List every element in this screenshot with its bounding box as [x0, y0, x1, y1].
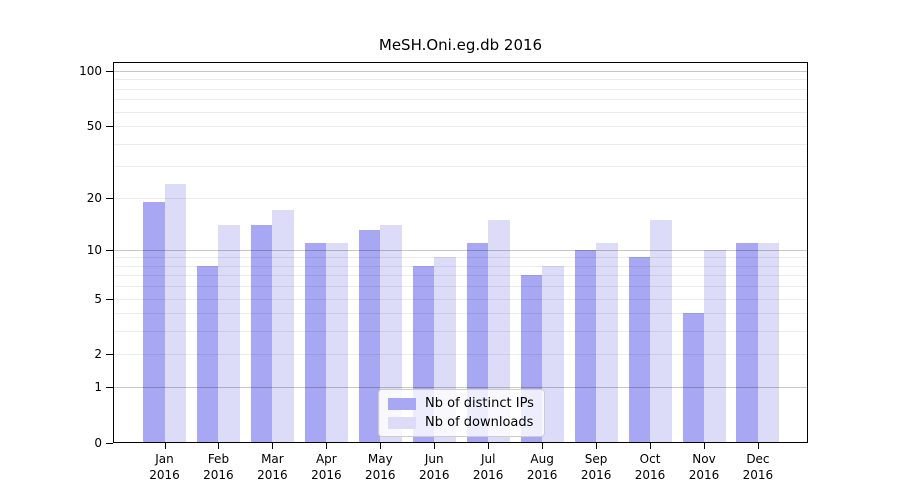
x-tick-label-jul: Jul 2016: [472, 452, 504, 482]
x-tick-may: [380, 443, 382, 449]
gridline-minor-9: [114, 257, 807, 259]
x-tick-nov: [704, 443, 705, 449]
x-tick-jan: [164, 443, 166, 449]
y-tick-label-10: 10: [86, 242, 102, 257]
legend-swatch-distinct-ips: [388, 397, 416, 410]
bar-downloads-may: [380, 224, 402, 443]
x-tick-label-nov: Nov 2016: [688, 452, 720, 482]
gridline-minor-5: [114, 298, 807, 300]
y-tick-50: [106, 126, 113, 128]
gridline-minor-80: [114, 88, 807, 90]
gridline-minor-6: [114, 286, 807, 288]
bar-distinct-ips-oct: [628, 257, 651, 443]
gridline-minor-70: [114, 99, 807, 101]
plot-area-border: [113, 62, 808, 443]
x-tick-oct: [650, 443, 652, 449]
y-tick-2: [106, 354, 113, 356]
legend-item-distinct-ips: Nb of distinct IPs: [388, 396, 535, 411]
y-tick-label-0: 0: [94, 436, 102, 450]
bar-distinct-ips-apr: [304, 242, 327, 443]
gridline-minor-60: [114, 111, 807, 113]
bar-distinct-ips-mar: [250, 224, 273, 443]
x-tick-label-sep: Sep 2016: [580, 452, 612, 482]
x-tick-dec: [757, 443, 759, 449]
gridline-minor-7: [114, 275, 807, 277]
gridline-minor-30: [114, 166, 807, 168]
y-tick-100: [106, 71, 113, 73]
legend-label-downloads: Nb of downloads: [425, 415, 534, 430]
x-tick-sep: [596, 443, 598, 449]
y-tick-label-5: 5: [94, 291, 102, 306]
bar-downloads-jan: [164, 183, 186, 443]
bar-distinct-ips-nov: [682, 313, 704, 443]
bar-downloads-oct: [650, 219, 672, 443]
x-tick-label-aug: Aug 2016: [526, 452, 558, 482]
bar-downloads-aug: [542, 265, 564, 443]
x-tick-label-may: May 2016: [365, 452, 396, 482]
x-tick-mar: [272, 443, 274, 449]
x-tick-jul: [488, 443, 490, 449]
gridline-minor-40: [114, 143, 807, 145]
gridline-major-100: [114, 71, 807, 73]
gridline-minor-3: [114, 331, 807, 333]
y-tick-label-50: 50: [86, 119, 102, 134]
y-tick-label-2: 2: [94, 347, 102, 362]
bar-downloads-apr: [326, 242, 348, 443]
x-tick-aug: [542, 443, 544, 449]
y-tick-0: [106, 443, 113, 444]
y-tick-label-100: 100: [79, 64, 102, 79]
gridline-minor-4: [114, 313, 807, 315]
bar-downloads-sep: [596, 242, 618, 443]
x-tick-label-dec: Dec 2016: [742, 452, 774, 482]
gridline-minor-20: [114, 197, 807, 199]
y-tick-5: [106, 298, 113, 300]
bar-downloads-dec: [757, 242, 780, 443]
legend-label-distinct-ips: Nb of distinct IPs: [425, 396, 534, 411]
x-tick-feb: [218, 443, 220, 449]
x-tick-label-oct: Oct 2016: [634, 452, 666, 482]
y-tick-1: [106, 387, 113, 389]
bar-distinct-ips-may: [358, 230, 381, 443]
legend-item-downloads: Nb of downloads: [388, 415, 535, 430]
legend: Nb of distinct IPs Nb of downloads: [378, 389, 545, 437]
x-tick-label-jun: Jun 2016: [418, 452, 450, 482]
bar-distinct-ips-sep: [574, 249, 597, 443]
bar-downloads-nov: [704, 249, 726, 443]
x-tick-label-apr: Apr 2016: [311, 452, 342, 482]
bar-distinct-ips-jan: [143, 201, 165, 443]
x-tick-apr: [326, 443, 328, 449]
gridline-minor-8: [114, 265, 807, 267]
bar-downloads-jul: [488, 219, 510, 443]
gridline-major-10: [114, 249, 807, 251]
bar-downloads-feb: [218, 224, 240, 443]
y-tick-20: [106, 197, 113, 199]
bar-downloads-mar: [272, 210, 294, 443]
bar-distinct-ips-dec: [736, 242, 758, 443]
x-tick-jun: [434, 443, 436, 449]
x-tick-label-jan: Jan 2016: [149, 452, 180, 482]
chart-title: MeSH.Oni.eg.db 2016: [378, 36, 543, 54]
y-tick-label-1: 1: [94, 380, 102, 395]
y-tick-label-20: 20: [86, 190, 102, 205]
gridline-minor-50: [114, 126, 807, 128]
x-tick-label-mar: Mar 2016: [257, 452, 288, 482]
y-tick-10: [106, 249, 113, 251]
x-tick-label-feb: Feb 2016: [203, 452, 234, 482]
gridline-minor-2: [114, 354, 807, 356]
gridline-minor-90: [114, 79, 807, 81]
bar-distinct-ips-feb: [196, 265, 219, 443]
gridline-major-1: [114, 387, 807, 389]
legend-swatch-downloads: [388, 416, 416, 429]
